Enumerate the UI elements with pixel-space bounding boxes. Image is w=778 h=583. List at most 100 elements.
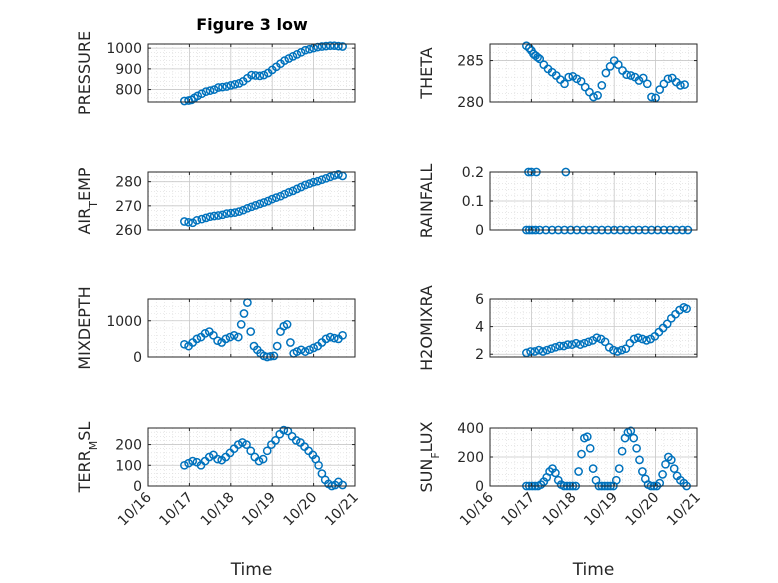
data-point xyxy=(300,180,310,190)
y-axis-label: AIRTEMP xyxy=(75,167,100,234)
data-point xyxy=(279,425,289,435)
data-point xyxy=(226,81,236,90)
data-point xyxy=(564,72,574,82)
data-point xyxy=(258,454,268,464)
data-point xyxy=(317,42,327,51)
x-axis-label: Time xyxy=(572,560,615,580)
data-point xyxy=(551,342,560,352)
data-point xyxy=(218,210,227,220)
data-point xyxy=(309,343,318,353)
data-point xyxy=(555,341,564,351)
x-tick-label: 10/21 xyxy=(322,490,362,530)
data-point xyxy=(305,44,314,54)
x-tick-label: 10/20 xyxy=(281,490,321,530)
data-point xyxy=(213,454,222,464)
data-point xyxy=(242,440,251,449)
y-tick-label: 270 xyxy=(115,199,142,215)
data-point xyxy=(272,341,282,351)
data-point xyxy=(682,304,691,314)
data-point xyxy=(280,56,289,65)
y-axis-label: PRESSURE xyxy=(75,31,94,115)
data-point xyxy=(286,338,295,347)
data-point xyxy=(280,189,289,199)
data-point xyxy=(530,347,540,356)
data-point xyxy=(629,334,639,344)
data-point xyxy=(534,345,544,355)
axes-box xyxy=(489,298,698,358)
data-point xyxy=(676,81,685,90)
data-point xyxy=(266,351,275,361)
data-point xyxy=(225,332,235,342)
data-point xyxy=(284,187,294,197)
data-point xyxy=(588,464,598,473)
data-point xyxy=(580,338,589,348)
y-axis-label: TERRMSL xyxy=(75,422,100,494)
y-tick-label: 0 xyxy=(475,223,484,239)
data-point xyxy=(233,332,243,342)
data-point xyxy=(593,91,602,100)
data-point xyxy=(582,432,592,442)
y-tick-label: 285 xyxy=(457,54,484,70)
data-point xyxy=(577,449,586,459)
subplot-2: 280 285 THETA xyxy=(417,41,698,111)
data-point xyxy=(325,172,335,182)
data-point xyxy=(300,347,310,356)
data-point xyxy=(234,207,244,216)
data-point xyxy=(669,464,679,473)
x-tick-label: 10/17 xyxy=(156,490,196,530)
data-point xyxy=(200,329,210,338)
y-axis-label: SUNFLUX xyxy=(417,421,442,492)
data-point xyxy=(314,460,323,470)
y-tick-label: 0.2 xyxy=(462,165,484,181)
data-point xyxy=(609,345,618,355)
data-point xyxy=(642,336,651,345)
data-point xyxy=(288,186,298,196)
x-tick-label: 10/21 xyxy=(664,490,704,530)
data-point xyxy=(214,211,223,220)
data-point xyxy=(613,347,622,356)
data-point xyxy=(334,170,343,179)
data-point xyxy=(238,438,247,447)
figure-title: Figure 3 low xyxy=(196,15,308,34)
x-tick-label: 10/20 xyxy=(623,490,663,530)
data-point xyxy=(180,217,189,226)
data-point xyxy=(230,80,240,89)
y-tick-label: 0.1 xyxy=(462,194,484,210)
x-tick-label: 10/16 xyxy=(457,489,497,529)
data-point xyxy=(325,332,335,342)
y-tick-label: 6 xyxy=(475,292,484,308)
y-axis-label: THETA xyxy=(417,47,436,99)
data-point xyxy=(230,208,240,217)
data-point xyxy=(205,212,215,222)
data-point xyxy=(662,319,672,329)
data-point xyxy=(633,333,643,343)
data-point xyxy=(571,338,581,348)
data-point xyxy=(655,85,665,94)
data-point xyxy=(542,345,552,355)
y-tick-label: 1000 xyxy=(106,314,142,330)
y-axis-label: H2OMIXRA xyxy=(417,285,436,371)
y-tick-label: 2 xyxy=(475,347,484,363)
data-point xyxy=(246,327,256,336)
data-point xyxy=(592,333,602,343)
x-axis-label: Time xyxy=(230,560,273,580)
y-tick-label: 260 xyxy=(115,223,142,239)
y-axis-label: MIXDEPTH xyxy=(75,286,94,369)
data-point xyxy=(284,54,294,63)
data-point xyxy=(309,177,318,187)
subplot-5: 0 1000 MIXDEPTH xyxy=(75,286,356,370)
data-point xyxy=(338,42,347,51)
subplot-4: 0 0.1 0.2 RAINFALL xyxy=(417,164,698,239)
data-point xyxy=(238,205,248,215)
subplot-6: 2 4 6 H2OMIXRA xyxy=(417,285,698,371)
data-point xyxy=(251,201,260,210)
data-point xyxy=(680,80,689,89)
subplot-8: 0 200 400 SUNFLUX 10/16 10/17 10/18 10/19 10/20 1… xyxy=(417,421,704,580)
y-tick-label: 200 xyxy=(115,438,142,454)
data-point xyxy=(292,50,302,59)
data-point xyxy=(338,330,347,340)
data-point xyxy=(321,173,331,183)
data-point xyxy=(263,196,273,206)
data-point xyxy=(255,199,265,209)
